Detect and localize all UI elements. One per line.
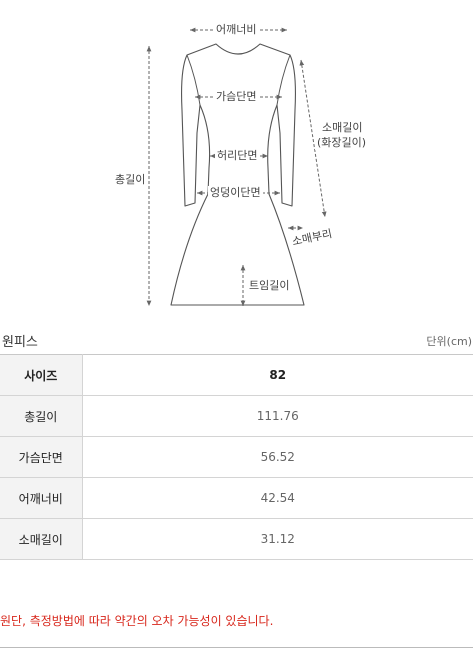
row-label: 소매길이	[0, 518, 83, 560]
dress-illustration	[146, 27, 327, 306]
hip-label: 엉덩이단면	[208, 186, 263, 200]
sleeve-length-label: 소매길이	[320, 121, 365, 135]
row-label: 어깨너비	[0, 477, 83, 519]
waist-label: 허리단면	[215, 149, 260, 163]
slit-length-label: 트임길이	[247, 279, 292, 293]
size-header-value: 82	[82, 354, 473, 396]
row-value: 111.76	[82, 395, 473, 437]
dress-outline	[170, 43, 305, 306]
measurement-notice: 원단, 측정방법에 따라 약간의 오차 가능성이 있습니다.	[0, 614, 274, 628]
section-title: 원피스	[2, 335, 38, 350]
table-row: 어깨너비 42.54	[0, 477, 473, 519]
table-row: 총길이 111.76	[0, 395, 473, 437]
measurement-diagram: 어깨너비 가슴단면 허리단면 엉덩이단면 총길이 소매길이 (화장길이) 소매부…	[0, 0, 473, 320]
sleeve-length-alt-label: (화장길이)	[315, 136, 369, 150]
size-header-label: 사이즈	[0, 354, 83, 396]
unit-label: 단위(cm)	[426, 335, 472, 348]
armhole-right	[276, 54, 291, 106]
total-length-label: 총길이	[113, 173, 148, 187]
row-label: 총길이	[0, 395, 83, 437]
table-row: 소매길이 31.12	[0, 518, 473, 560]
divider	[0, 647, 473, 648]
table-header-row: 사이즈 82	[0, 354, 473, 396]
row-value: 42.54	[82, 477, 473, 519]
chest-label: 가슴단면	[214, 90, 259, 104]
row-value: 56.52	[82, 436, 473, 478]
shoulder-label: 어깨너비	[214, 23, 259, 37]
size-table: 사이즈 82 총길이 111.76 가슴단면 56.52 어깨너비 42.54 …	[0, 354, 473, 560]
armhole-left	[186, 54, 201, 106]
row-value: 31.12	[82, 518, 473, 560]
table-row: 가슴단면 56.52	[0, 436, 473, 478]
row-label: 가슴단면	[0, 436, 83, 478]
